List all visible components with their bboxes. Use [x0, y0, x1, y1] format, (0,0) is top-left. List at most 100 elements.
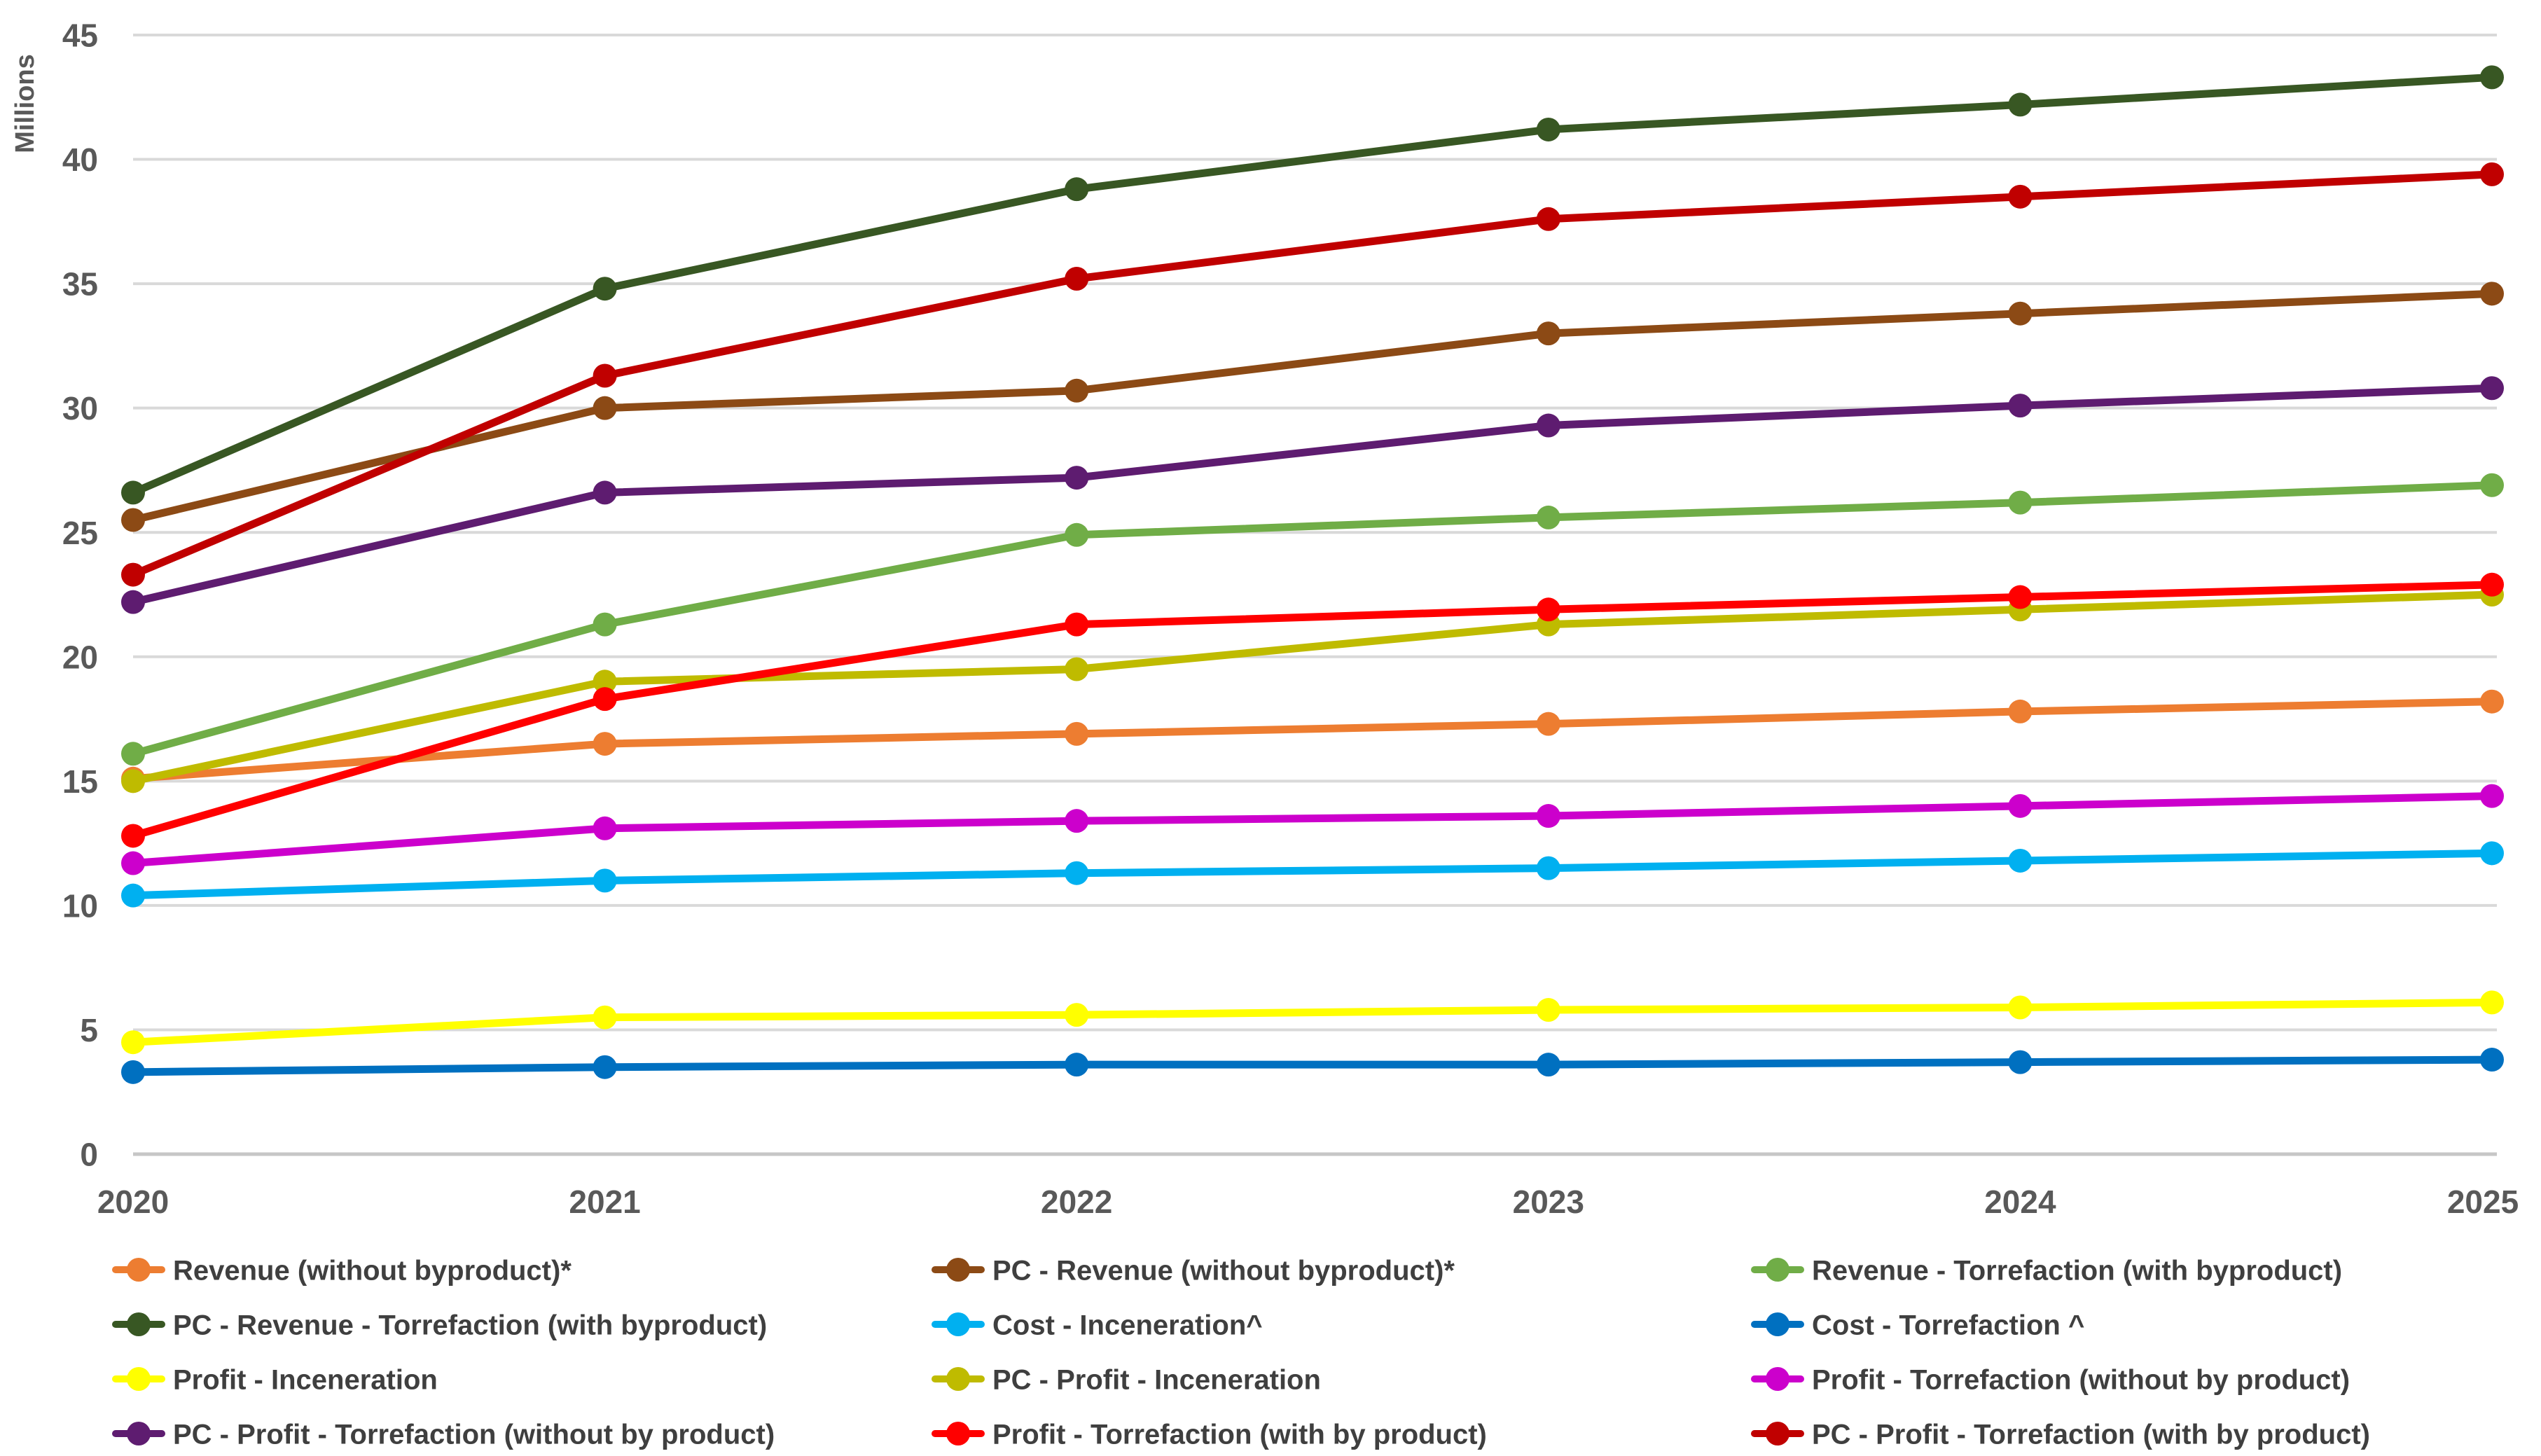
series-line-pc-profit-inceneration [129, 590, 2496, 785]
legend-swatch-marker [1766, 1258, 1789, 1282]
series-line-profit-torrefaction-without-by-product [129, 792, 2496, 868]
data-point-revenue-torrefaction-with-byproduct-2023 [1536, 505, 1560, 529]
data-point-revenue-torrefaction-with-byproduct-2025 [2480, 473, 2504, 497]
data-point-pc-profit-torrefaction-with-by-product-2021 [593, 363, 617, 388]
series-revenue-torrefaction-with-byproduct [121, 473, 2504, 766]
series-pc-profit-torrefaction-with-by-product [121, 162, 2504, 587]
data-point-revenue-without-byproduct-2023 [1536, 712, 1560, 736]
legend-label: Profit - Torrefaction (with by product) [992, 1419, 1487, 1450]
legend-swatch-marker [946, 1258, 970, 1282]
data-point-pc-profit-torrefaction-with-by-product-2020 [121, 562, 145, 587]
data-point-cost-inceneration-2020 [121, 883, 145, 908]
data-point-profit-torrefaction-without-by-product-2023 [1536, 804, 1560, 828]
legend-swatch-marker [127, 1312, 151, 1336]
data-point-pc-profit-torrefaction-without-by-product-2024 [2008, 394, 2033, 418]
series-cost-inceneration [121, 841, 2504, 908]
data-point-profit-torrefaction-with-by-product-2022 [1065, 612, 1089, 637]
x-tick-label-2025: 2025 [2447, 1184, 2519, 1220]
data-point-cost-torrefaction-2025 [2480, 1048, 2504, 1072]
legend-item-profit-torrefaction-without-by-product[interactable]: Profit - Torrefaction (without by produc… [1751, 1364, 2350, 1395]
legend-item-profit-inceneration[interactable]: Profit - Inceneration [112, 1364, 438, 1395]
chart-legend: Revenue (without byproduct)* PC - Revenue… [112, 1255, 2370, 1450]
data-point-revenue-torrefaction-with-byproduct-2020 [121, 742, 145, 766]
x-tick-label-2022: 2022 [1041, 1184, 1112, 1220]
data-point-profit-torrefaction-with-by-product-2024 [2008, 585, 2033, 609]
legend-label: Revenue - Torrefaction (with byproduct) [1812, 1255, 2342, 1286]
series-profit-torrefaction-with-by-product [121, 572, 2504, 848]
legend-item-cost-torrefaction[interactable]: Cost - Torrefaction ^ [1751, 1310, 2084, 1340]
legend-label: Profit - Inceneration [173, 1364, 438, 1395]
legend-label: Cost - Inceneration^ [992, 1310, 1263, 1340]
data-point-revenue-torrefaction-with-byproduct-2022 [1065, 522, 1089, 547]
series-line-profit-torrefaction-with-by-product [129, 581, 2496, 840]
data-point-pc-revenue-without-byproduct-2023 [1536, 321, 1560, 346]
legend-item-pc-profit-torrefaction-with-by-product[interactable]: PC - Profit - Torrefaction (with by prod… [1751, 1419, 2370, 1450]
data-point-pc-revenue-without-byproduct-2025 [2480, 282, 2504, 306]
data-point-pc-revenue-without-byproduct-2024 [2008, 301, 2033, 326]
data-point-pc-profit-torrefaction-with-by-product-2022 [1065, 267, 1089, 291]
series-line-revenue-torrefaction-with-byproduct [129, 481, 2496, 758]
data-point-pc-revenue-without-byproduct-2022 [1065, 378, 1089, 403]
y-tick-label-45: 45 [62, 18, 98, 54]
series-line-pc-revenue-torrefaction-with-byproduct [129, 73, 2496, 497]
y-tick-label-15: 15 [62, 763, 98, 800]
legend-item-profit-torrefaction-with-by-product[interactable]: Profit - Torrefaction (with by product) [932, 1419, 1487, 1450]
legend-label: Revenue (without byproduct)* [173, 1255, 572, 1286]
data-point-pc-revenue-without-byproduct-2020 [121, 508, 145, 532]
data-point-cost-torrefaction-2022 [1065, 1053, 1089, 1077]
data-point-pc-profit-torrefaction-without-by-product-2022 [1065, 466, 1089, 490]
data-point-revenue-torrefaction-with-byproduct-2021 [593, 612, 617, 637]
legend-swatch-marker [127, 1258, 151, 1282]
series-line-pc-profit-torrefaction-with-by-product [129, 170, 2496, 579]
legend-item-revenue-without-byproduct[interactable]: Revenue (without byproduct)* [112, 1255, 572, 1286]
legend-item-pc-profit-inceneration[interactable]: PC - Profit - Inceneration [932, 1364, 1321, 1395]
data-point-pc-profit-torrefaction-with-by-product-2024 [2008, 184, 2033, 209]
data-point-pc-revenue-without-byproduct-2021 [593, 396, 617, 420]
legend-item-cost-inceneration[interactable]: Cost - Inceneration^ [932, 1310, 1263, 1340]
legend-item-revenue-torrefaction-with-byproduct[interactable]: Revenue - Torrefaction (with byproduct) [1751, 1255, 2342, 1286]
legend-item-pc-revenue-without-byproduct[interactable]: PC - Revenue (without byproduct)* [932, 1255, 1455, 1286]
data-point-pc-revenue-torrefaction-with-byproduct-2024 [2008, 92, 2033, 117]
legend-label: PC - Revenue - Torrefaction (with byprod… [173, 1310, 767, 1340]
data-point-profit-inceneration-2024 [2008, 995, 2033, 1020]
data-point-pc-revenue-torrefaction-with-byproduct-2025 [2480, 65, 2504, 90]
x-tick-label-2021: 2021 [569, 1184, 640, 1220]
legend-label: PC - Revenue (without byproduct)* [992, 1255, 1455, 1286]
data-point-pc-profit-torrefaction-with-by-product-2023 [1536, 207, 1560, 231]
y-tick-label-40: 40 [62, 141, 98, 178]
x-axis-tick-labels: 2020 2021 2022 2023 2024 2025 [97, 1184, 2519, 1220]
data-point-pc-profit-torrefaction-without-by-product-2021 [593, 480, 617, 505]
data-point-cost-torrefaction-2024 [2008, 1050, 2033, 1074]
y-tick-label-20: 20 [62, 639, 98, 675]
data-point-pc-profit-inceneration-2022 [1065, 657, 1089, 681]
data-point-profit-inceneration-2023 [1536, 998, 1560, 1022]
legend-item-pc-revenue-torrefaction-with-byproduct[interactable]: PC - Revenue - Torrefaction (with byprod… [112, 1310, 767, 1340]
data-point-profit-inceneration-2020 [121, 1030, 145, 1055]
legend-item-pc-profit-torrefaction-without-by-product[interactable]: PC - Profit - Torrefaction (without by p… [112, 1419, 775, 1450]
legend-swatch-marker [1766, 1422, 1789, 1445]
series-pc-revenue-without-byproduct [121, 282, 2504, 532]
y-tick-label-5: 5 [80, 1012, 98, 1048]
data-point-profit-torrefaction-without-by-product-2022 [1065, 809, 1089, 833]
data-point-profit-torrefaction-with-by-product-2021 [593, 687, 617, 712]
data-point-profit-torrefaction-with-by-product-2020 [121, 824, 145, 848]
x-tick-label-2024: 2024 [1984, 1184, 2056, 1220]
data-point-revenue-without-byproduct-2021 [593, 732, 617, 756]
legend-swatch-marker [127, 1367, 151, 1391]
data-point-cost-inceneration-2024 [2008, 848, 2033, 873]
legend-swatch-marker [946, 1312, 970, 1336]
series-cost-torrefaction [121, 1048, 2504, 1084]
data-point-pc-profit-torrefaction-without-by-product-2025 [2480, 376, 2504, 401]
data-point-cost-inceneration-2023 [1536, 856, 1560, 880]
data-point-cost-inceneration-2021 [593, 868, 617, 893]
data-point-cost-torrefaction-2021 [593, 1055, 617, 1079]
data-point-profit-torrefaction-without-by-product-2025 [2480, 784, 2504, 808]
data-point-revenue-without-byproduct-2022 [1065, 721, 1089, 746]
data-point-profit-torrefaction-without-by-product-2020 [121, 851, 145, 875]
data-point-cost-inceneration-2025 [2480, 841, 2504, 866]
data-point-revenue-without-byproduct-2025 [2480, 689, 2504, 714]
y-tick-label-0: 0 [80, 1137, 98, 1173]
legend-label: PC - Profit - Torrefaction (with by prod… [1812, 1419, 2370, 1450]
y-axis-title: Millions [11, 54, 40, 153]
